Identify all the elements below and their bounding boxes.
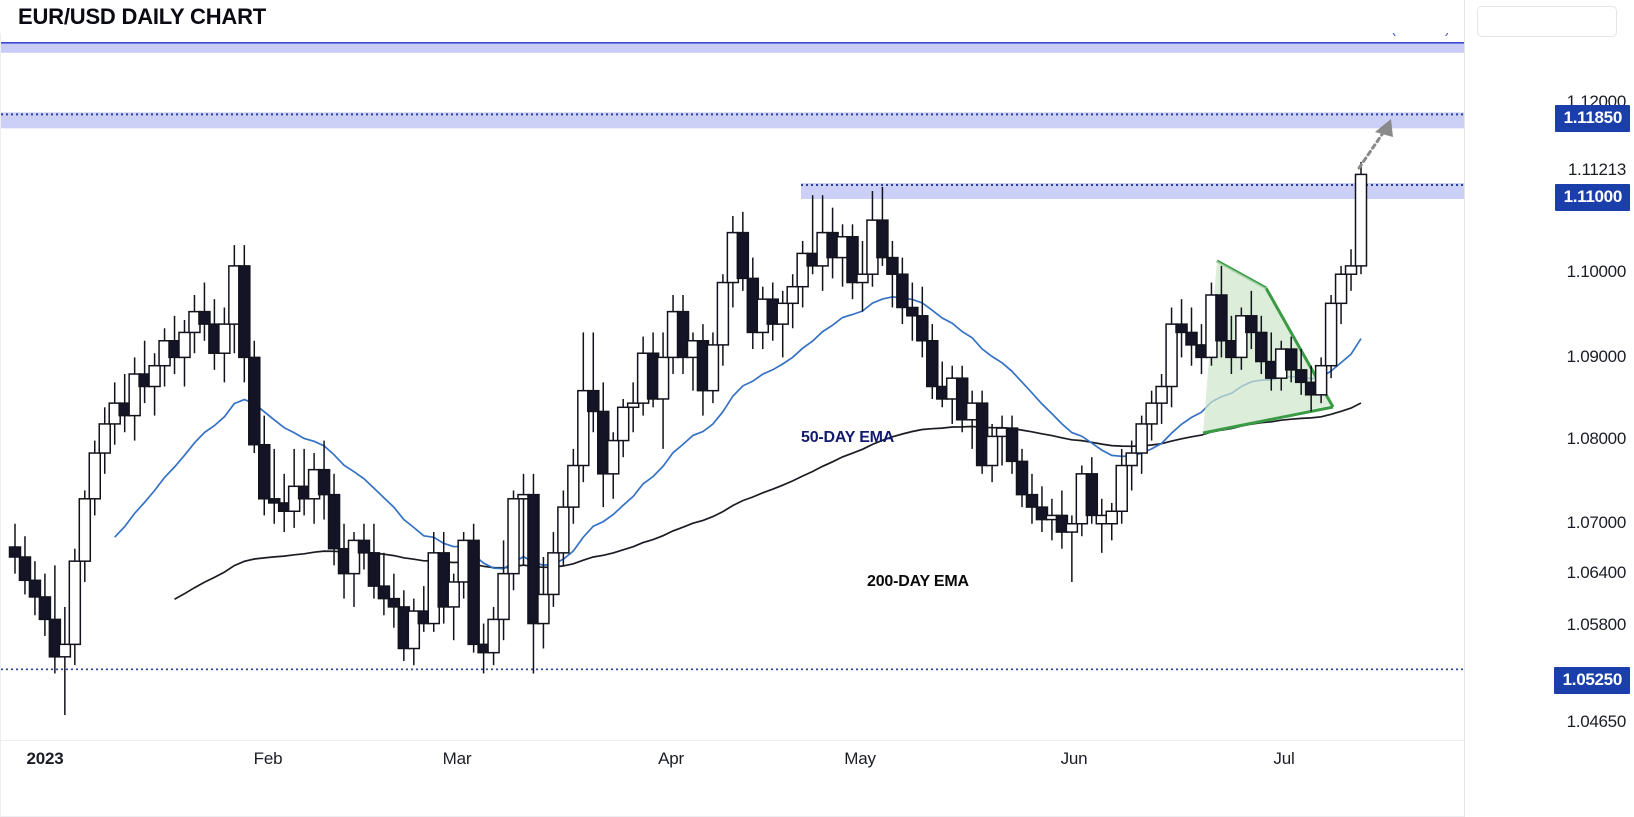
price-axis-badge[interactable]: 1.11000 — [1554, 184, 1630, 211]
price-axis-tick: 1.11213 — [1567, 160, 1626, 179]
time-axis-tick: 2023 — [26, 749, 64, 768]
price-axis-tick: 1.05800 — [1566, 615, 1627, 634]
price-level-bands — [1, 42, 1464, 671]
candlesticks — [8, 161, 1368, 716]
price-axis-tick: 1.06400 — [1566, 563, 1627, 582]
time-axis-tick: Jun — [1060, 749, 1088, 768]
title-bar: EUR/USD DAILY CHART — [0, 0, 1464, 33]
ema-200-label: 200-DAY EMA — [867, 573, 969, 590]
breakout-arrow-icon — [1357, 119, 1393, 170]
page-title: EUR/USD DAILY CHART — [18, 4, 267, 29]
time-axis-tick: Apr — [658, 749, 684, 768]
descending-triangle-pattern — [1202, 259, 1335, 435]
time-axis-tick: Feb — [253, 749, 283, 768]
price-axis-badge[interactable]: 1.05250 — [1553, 667, 1630, 694]
time-axis-tick: Mar — [442, 749, 472, 768]
axis-toolbar-box[interactable] — [1477, 6, 1617, 37]
price-axis[interactable]: 1.12000 1.11213 1.10000 1.09000 1.08000 1.070… — [1464, 0, 1634, 817]
chart-plot-area[interactable]: 50-DAY EMA 200-DAY EMA — [0, 33, 1464, 740]
price-axis-tick: 1.09000 — [1566, 347, 1627, 366]
price-axis-tick: 1.07000 — [1566, 513, 1627, 532]
ema-50-line — [114, 296, 1362, 570]
time-axis-tick: May — [844, 749, 876, 768]
time-axis-tick: Jul — [1273, 749, 1295, 768]
price-axis-tick: 1.08000 — [1566, 429, 1627, 448]
price-axis-tick: 1.10000 — [1566, 262, 1627, 281]
time-axis[interactable]: 2023 Feb Mar Apr May Jun Jul — [0, 740, 1464, 817]
candlestick-svg — [1, 42, 1464, 716]
price-axis-badge[interactable]: 1.11850 — [1554, 105, 1630, 132]
price-axis-tick: 1.04650 — [1566, 712, 1627, 731]
ema-50-label: 50-DAY EMA — [801, 429, 895, 446]
